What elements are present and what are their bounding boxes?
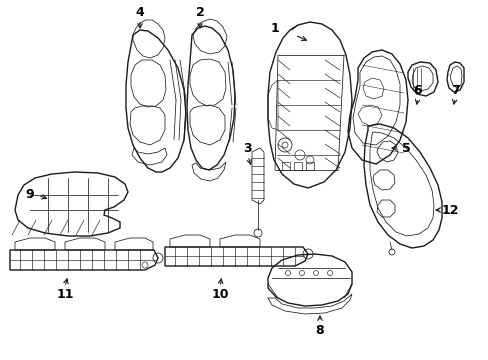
Text: 2: 2 [195,5,204,18]
Text: 7: 7 [450,84,458,96]
Text: 3: 3 [243,141,252,154]
Text: 10: 10 [211,288,228,302]
Text: 9: 9 [26,189,34,202]
Text: 12: 12 [440,203,458,216]
Text: 4: 4 [135,5,144,18]
Text: 8: 8 [315,324,324,337]
Text: 11: 11 [56,288,74,302]
Text: 1: 1 [270,22,279,35]
Text: 6: 6 [413,84,422,96]
Text: 5: 5 [401,141,409,154]
